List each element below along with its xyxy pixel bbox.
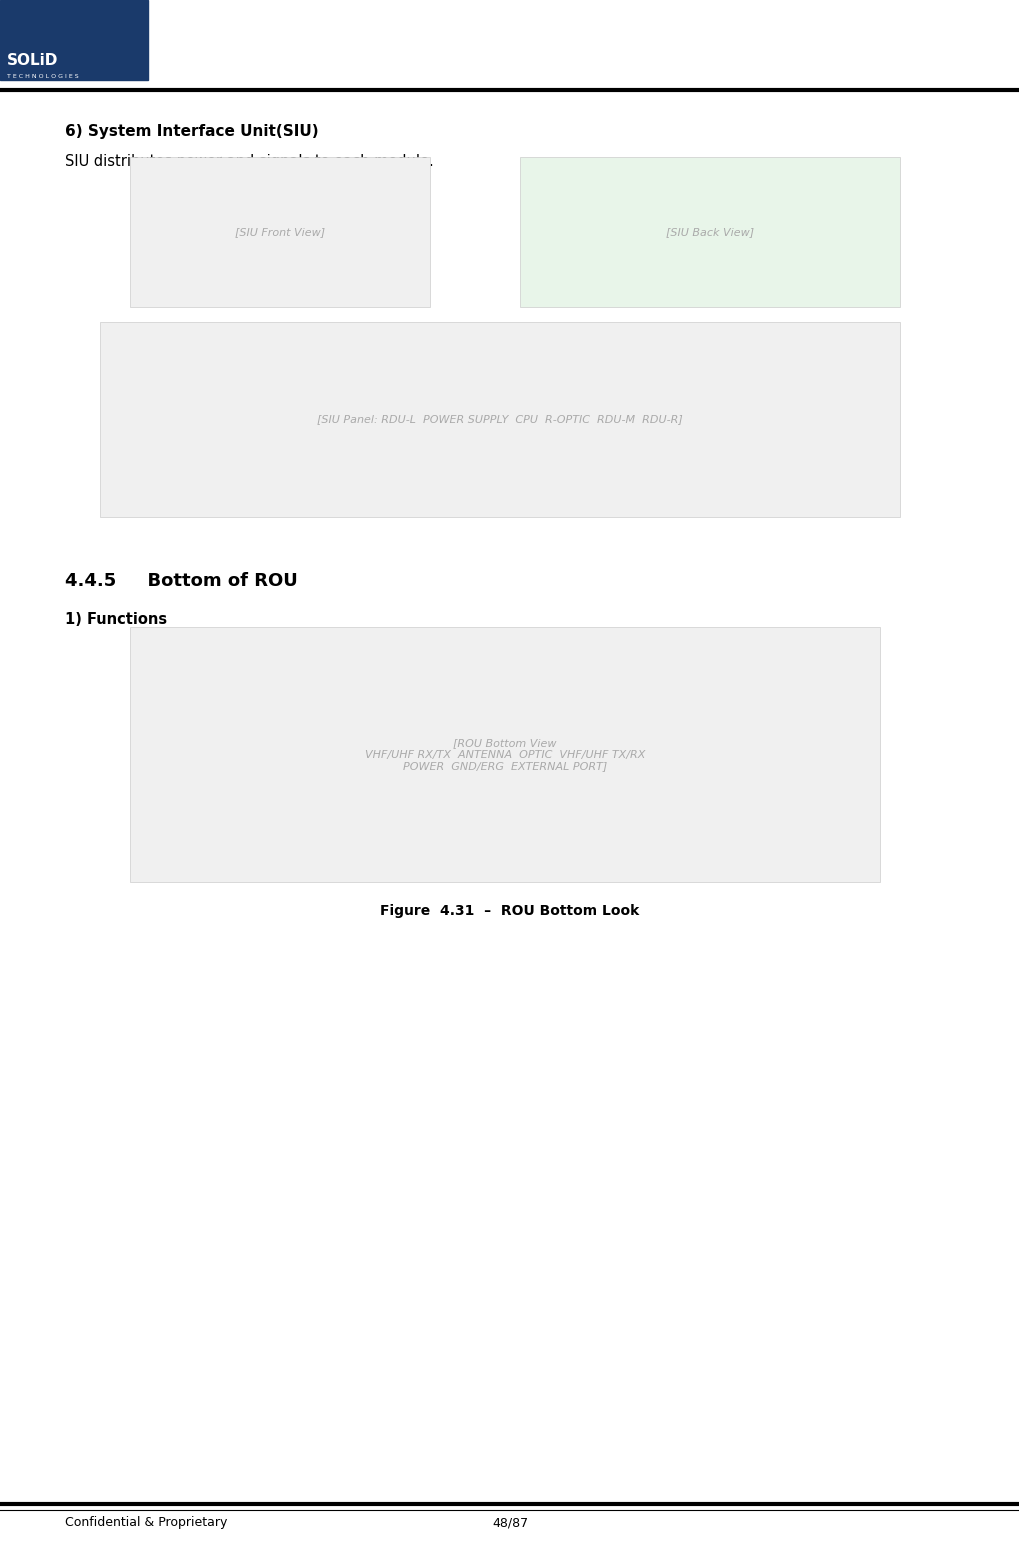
Text: [SIU Back View]: [SIU Back View] — [665, 226, 753, 237]
Bar — [520, 158, 899, 308]
Bar — [129, 158, 430, 308]
Text: [ROU Bottom View
VHF/UHF RX/TX  ANTENNA  OPTIC  VHF/UHF TX/RX
POWER  GND/ERG  EX: [ROU Bottom View VHF/UHF RX/TX ANTENNA O… — [365, 737, 645, 772]
Text: 6) System Interface Unit(SIU): 6) System Interface Unit(SIU) — [65, 123, 318, 139]
Text: T E C H N O L O G I E S: T E C H N O L O G I E S — [7, 73, 78, 80]
Bar — [100, 322, 899, 517]
Text: Confidential & Proprietary: Confidential & Proprietary — [65, 1517, 227, 1529]
Text: SIU distributes power and signals to each module.: SIU distributes power and signals to eac… — [65, 155, 433, 169]
Text: [SIU Front View]: [SIU Front View] — [234, 226, 325, 237]
Text: 1) Functions: 1) Functions — [65, 612, 167, 626]
Bar — [129, 626, 879, 883]
Bar — [0, 0, 148, 80]
Text: 4.4.5     Bottom of ROU: 4.4.5 Bottom of ROU — [65, 572, 298, 590]
Text: [SIU Panel: RDU-L  POWER SUPPLY  CPU  R-OPTIC  RDU-M  RDU-R]: [SIU Panel: RDU-L POWER SUPPLY CPU R-OPT… — [317, 414, 682, 425]
Text: 48/87: 48/87 — [491, 1517, 528, 1529]
Text: SOLiD: SOLiD — [7, 53, 58, 69]
Text: Figure  4.31  –  ROU Bottom Look: Figure 4.31 – ROU Bottom Look — [380, 904, 639, 918]
